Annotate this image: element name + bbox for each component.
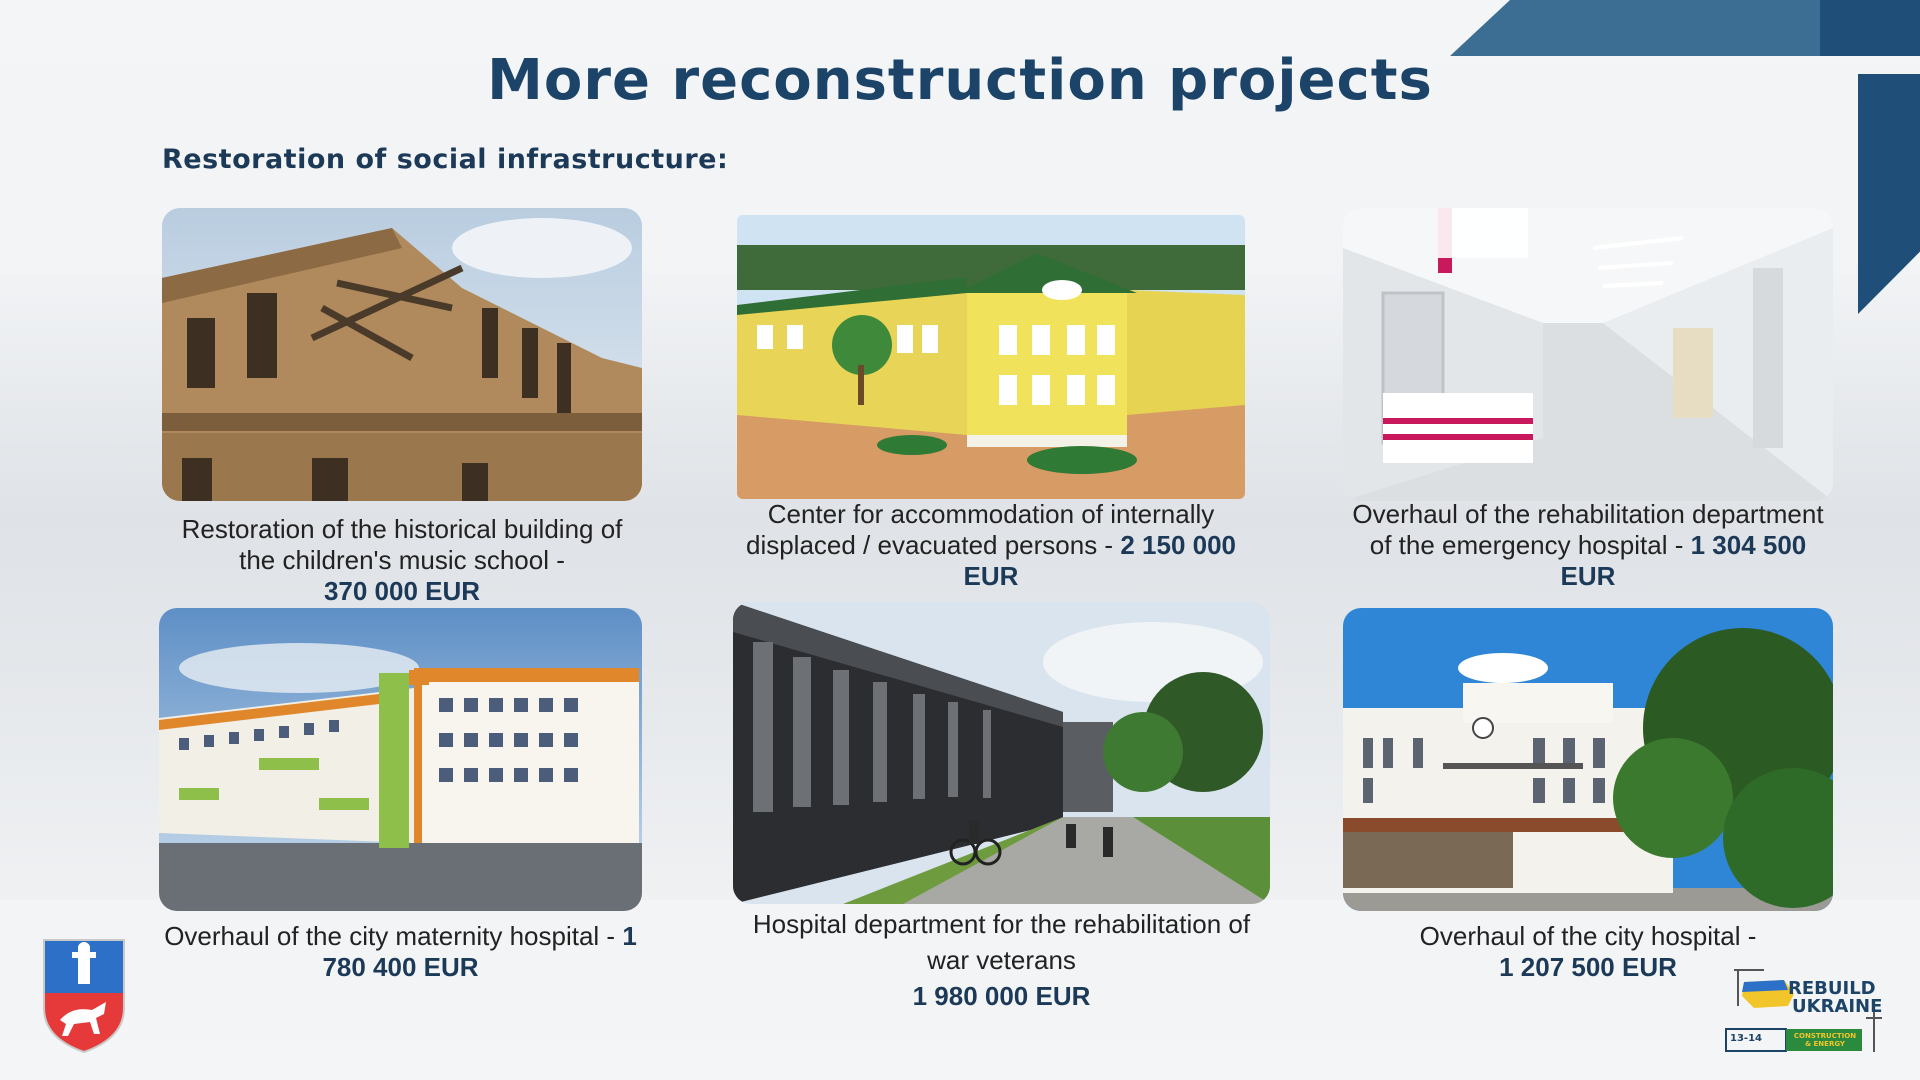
- project-caption-rehab-department: Overhaul of the rehabilitation departmen…: [1343, 499, 1833, 592]
- project-amount: 1 980 000 EUR: [912, 981, 1091, 1011]
- project-caption-idp-center: Center for accommodation of internally d…: [737, 499, 1245, 592]
- project-amount: 2 150 000 EUR: [963, 530, 1237, 591]
- project-amount: 1 207 500 EUR: [1499, 952, 1677, 982]
- project-photo-city-hospital: [1343, 608, 1833, 911]
- logo-text-rebuild: REBUILD: [1788, 978, 1876, 999]
- rebuild-ukraine-logo: REBUILD UKRAINE 13-14 CONSTRUCTION & ENE…: [1724, 966, 1892, 1054]
- project-caption-maternity-hospital: Overhaul of the city maternity hospital …: [159, 921, 642, 983]
- project-photo-maternity-hospital: [159, 608, 642, 911]
- project-photo-music-school: [162, 208, 642, 501]
- project-photo-veterans-department: [733, 602, 1270, 904]
- page-title: More reconstruction projects: [487, 48, 1433, 113]
- project-text: Restoration of the historical building o…: [181, 514, 623, 575]
- project-photo-idp-center: [737, 215, 1245, 499]
- project-amount: 1 780 400 EUR: [322, 921, 637, 982]
- project-text: Overhaul of the city maternity hospital …: [164, 921, 616, 951]
- logo-text-tag: CONSTRUCTION & ENERGY: [1793, 1032, 1857, 1048]
- logo-text-ukraine: UKRAINE: [1792, 996, 1883, 1017]
- project-text: Center for accommodation of internally d…: [745, 499, 1215, 560]
- project-amount: 370 000 EUR: [323, 576, 481, 606]
- city-coat-of-arms: [42, 938, 126, 1054]
- project-caption-music-school: Restoration of the historical building o…: [162, 514, 642, 607]
- project-caption-veterans-department: Hospital department for the rehabilitati…: [733, 906, 1270, 1014]
- corner-decoration-top-dark: [1820, 0, 1920, 56]
- project-photo-rehab-department: [1343, 208, 1833, 501]
- project-caption-city-hospital: Overhaul of the city hospital - 1 207 50…: [1343, 921, 1833, 983]
- project-text: Overhaul of the city hospital -: [1419, 921, 1757, 951]
- project-text: Overhaul of the rehabilitation departmen…: [1352, 499, 1824, 560]
- section-subtitle: Restoration of social infrastructure:: [162, 144, 729, 175]
- logo-text-dates: 13-14: [1730, 1033, 1762, 1044]
- project-text: Hospital department for the rehabilitati…: [752, 909, 1251, 975]
- project-amount: 1 304 500 EUR: [1560, 530, 1807, 591]
